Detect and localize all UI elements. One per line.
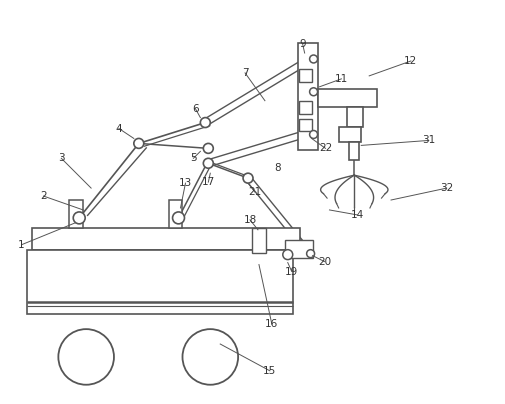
Circle shape <box>309 55 317 63</box>
Text: 5: 5 <box>190 153 196 163</box>
Text: 32: 32 <box>439 183 452 193</box>
Text: 11: 11 <box>334 74 347 84</box>
Bar <box>346 107 363 126</box>
Circle shape <box>73 212 85 224</box>
Text: 17: 17 <box>201 177 215 187</box>
Circle shape <box>203 143 213 154</box>
Text: 12: 12 <box>403 56 417 66</box>
Circle shape <box>306 250 314 258</box>
Text: 31: 31 <box>421 135 434 145</box>
Circle shape <box>309 130 317 139</box>
Bar <box>297 43 317 150</box>
Text: 20: 20 <box>317 257 330 267</box>
Bar <box>284 240 312 258</box>
Bar <box>339 126 361 143</box>
Circle shape <box>182 329 238 385</box>
Text: 22: 22 <box>318 143 331 154</box>
Text: 3: 3 <box>58 153 65 163</box>
Bar <box>69 200 83 228</box>
Text: 7: 7 <box>241 68 248 78</box>
Bar <box>348 143 359 160</box>
Circle shape <box>200 118 210 128</box>
Text: 13: 13 <box>178 178 192 188</box>
Bar <box>27 250 292 314</box>
Text: 14: 14 <box>350 210 363 220</box>
Text: 16: 16 <box>265 319 278 329</box>
Circle shape <box>282 250 292 260</box>
Text: 19: 19 <box>284 267 298 276</box>
Bar <box>298 119 311 131</box>
Text: 1: 1 <box>18 240 25 250</box>
Text: 4: 4 <box>115 124 122 133</box>
Text: 8: 8 <box>274 163 281 173</box>
Circle shape <box>133 139 143 148</box>
Circle shape <box>58 329 114 385</box>
Text: 2: 2 <box>40 191 46 201</box>
Text: 9: 9 <box>299 39 306 49</box>
Circle shape <box>309 88 317 96</box>
Circle shape <box>172 212 184 224</box>
Bar <box>168 200 182 228</box>
Text: 15: 15 <box>263 366 276 376</box>
Text: 21: 21 <box>248 187 261 197</box>
Bar <box>317 89 376 107</box>
Text: 6: 6 <box>192 104 198 114</box>
Bar <box>31 228 299 250</box>
Bar <box>298 69 311 82</box>
Circle shape <box>203 158 213 168</box>
Bar <box>251 228 266 252</box>
Text: 18: 18 <box>243 215 256 225</box>
Circle shape <box>242 173 252 183</box>
Bar <box>298 101 311 114</box>
